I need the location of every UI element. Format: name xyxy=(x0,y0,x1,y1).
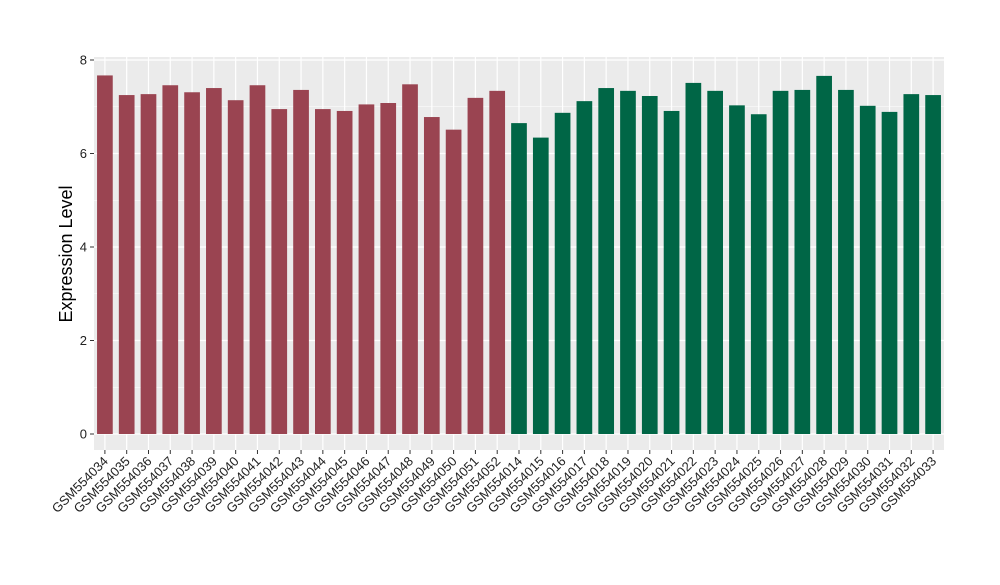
y-tick-label: 0 xyxy=(80,427,87,442)
bar xyxy=(97,75,113,435)
bar xyxy=(903,94,920,434)
bar xyxy=(859,105,876,434)
y-tick-label: 8 xyxy=(80,53,87,68)
bar xyxy=(402,84,418,434)
bar xyxy=(576,101,593,434)
bar xyxy=(467,97,484,435)
bar xyxy=(620,90,636,434)
bar xyxy=(881,111,898,434)
bar xyxy=(707,90,723,434)
bar xyxy=(925,95,941,434)
bars xyxy=(97,75,941,435)
y-tick-label: 6 xyxy=(80,146,87,161)
bar xyxy=(445,129,462,434)
bar xyxy=(271,109,288,435)
bar xyxy=(336,110,353,435)
y-axis-title: Expression Level xyxy=(56,185,76,322)
bar xyxy=(315,109,331,435)
bar xyxy=(184,92,200,434)
bar xyxy=(598,88,615,435)
bar xyxy=(838,89,854,435)
bar xyxy=(794,89,811,435)
y-axis: 0 2 4 6 8 xyxy=(80,53,94,442)
x-axis: GSM554034GSM554035GSM554036GSM554037GSM5… xyxy=(49,450,939,516)
y-tick-label: 4 xyxy=(80,240,87,255)
y-tick-label: 2 xyxy=(80,333,87,348)
bar xyxy=(423,117,440,434)
bar xyxy=(206,88,222,435)
bar xyxy=(162,85,179,435)
bar xyxy=(532,137,549,435)
bar xyxy=(118,95,135,434)
bar xyxy=(293,89,309,435)
bar xyxy=(140,94,157,434)
bar xyxy=(641,95,658,434)
bar xyxy=(511,123,527,435)
bar xyxy=(816,75,832,435)
bar xyxy=(685,82,702,434)
bar xyxy=(358,104,375,434)
bar xyxy=(750,114,767,434)
bar xyxy=(227,100,244,434)
bar xyxy=(772,90,789,434)
bar xyxy=(249,85,266,435)
bar xyxy=(663,110,680,435)
bar xyxy=(729,105,745,434)
bar xyxy=(380,103,397,434)
bar xyxy=(489,90,506,434)
bar xyxy=(554,112,571,434)
